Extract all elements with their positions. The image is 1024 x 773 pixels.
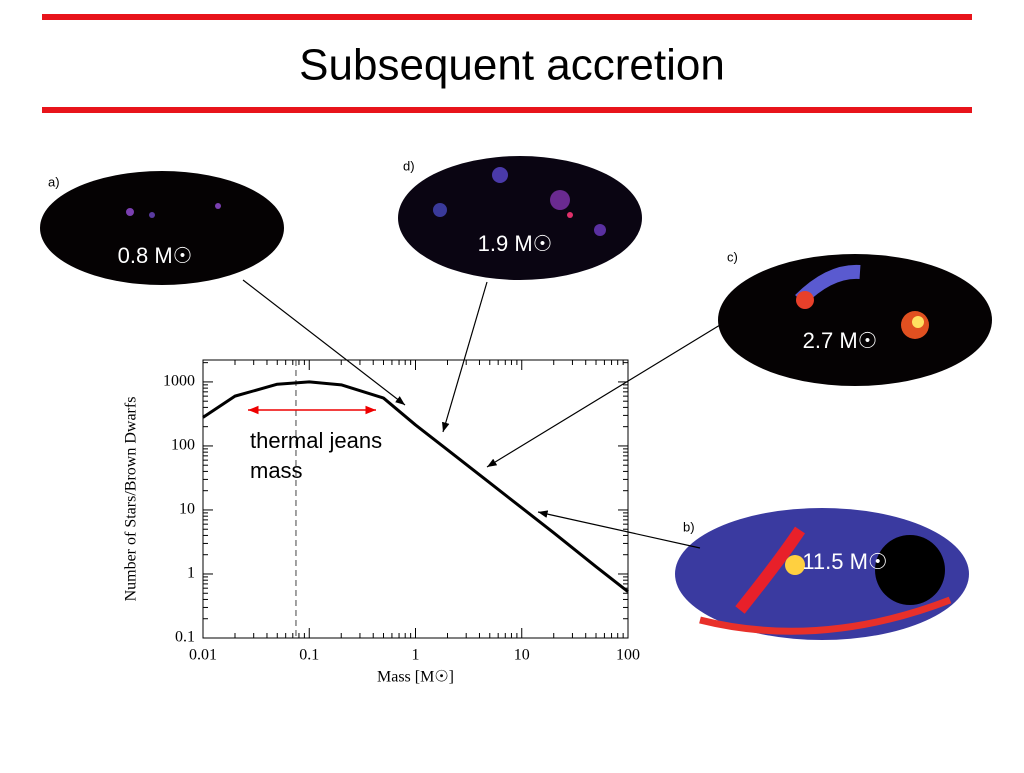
y-tick-label: 100 [171, 437, 195, 454]
annotation: thermal jeans mass [250, 428, 382, 483]
panel-a: a) 0.8 M☉ [40, 171, 284, 285]
x-tick-label: 100 [616, 647, 640, 664]
panel-mass: 2.7 M☉ [803, 328, 878, 353]
x-axis-label: Mass [M☉] [377, 669, 454, 686]
panel-mass: 11.5 M☉ [802, 549, 887, 574]
x-tick-label: 0.01 [189, 647, 217, 664]
panel-c: c) 2.7 M☉ [718, 249, 992, 386]
panel-b: b) 11.5 M☉ [675, 508, 969, 640]
x-tick-label: 0.1 [299, 647, 319, 664]
panel-mass: 0.8 M☉ [118, 243, 193, 268]
x-tick-label: 1 [412, 647, 420, 664]
panel-label: b) [683, 519, 695, 534]
data-line [202, 380, 629, 593]
y-axis-label: Number of Stars/Brown Dwarfs [123, 397, 140, 602]
panel-label: c) [727, 249, 738, 264]
y-tick-label: 1 [187, 565, 195, 582]
panel-mass: 1.9 M☉ [478, 231, 553, 256]
y-tick-label: 10 [179, 501, 195, 518]
plot-frame [202, 359, 629, 639]
x-tick-label: 10 [514, 647, 530, 664]
y-tick-label: 0.1 [175, 629, 195, 646]
panel-d: d) 1.9 M☉ [398, 156, 642, 280]
pointer-arrows [242, 279, 721, 549]
panel-label: d) [403, 158, 415, 173]
y-tick-label: 1000 [163, 373, 195, 390]
panel-label: a) [48, 174, 60, 189]
slide-title: Subsequent accretion [299, 41, 725, 90]
bottom-rule [42, 107, 972, 113]
top-rule [42, 14, 972, 20]
